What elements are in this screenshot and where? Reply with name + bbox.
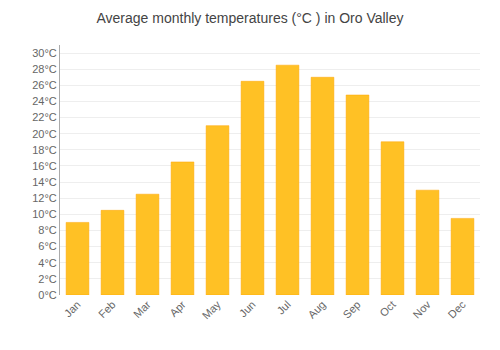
svg-text:Nov: Nov: [410, 298, 433, 321]
svg-text:Sep: Sep: [340, 298, 362, 320]
svg-text:Mar: Mar: [131, 298, 153, 320]
svg-text:12°C: 12°C: [32, 192, 57, 204]
svg-text:24°C: 24°C: [32, 95, 57, 107]
svg-text:2°C: 2°C: [38, 273, 57, 285]
svg-text:10°C: 10°C: [32, 208, 57, 220]
svg-text:Average monthly temperatures (: Average monthly temperatures (°C ) in Or…: [97, 10, 404, 26]
svg-text:Dec: Dec: [445, 298, 468, 321]
svg-text:Feb: Feb: [96, 298, 118, 320]
svg-text:28°C: 28°C: [32, 63, 57, 75]
svg-text:14°C: 14°C: [32, 176, 57, 188]
svg-text:22°C: 22°C: [32, 111, 57, 123]
svg-text:Jul: Jul: [274, 298, 292, 316]
svg-text:Oct: Oct: [377, 298, 398, 319]
svg-text:8°C: 8°C: [38, 224, 57, 236]
svg-text:May: May: [200, 298, 224, 322]
svg-text:4°C: 4°C: [38, 257, 57, 269]
svg-text:6°C: 6°C: [38, 240, 57, 252]
svg-text:Jan: Jan: [62, 298, 83, 319]
svg-text:20°C: 20°C: [32, 128, 57, 140]
svg-text:Jun: Jun: [237, 298, 258, 319]
svg-text:18°C: 18°C: [32, 144, 57, 156]
svg-text:30°C: 30°C: [32, 47, 57, 59]
svg-text:Apr: Apr: [167, 298, 188, 319]
svg-text:Aug: Aug: [305, 298, 327, 320]
svg-text:0°C: 0°C: [38, 289, 57, 301]
svg-text:16°C: 16°C: [32, 160, 57, 172]
svg-text:26°C: 26°C: [32, 79, 57, 91]
